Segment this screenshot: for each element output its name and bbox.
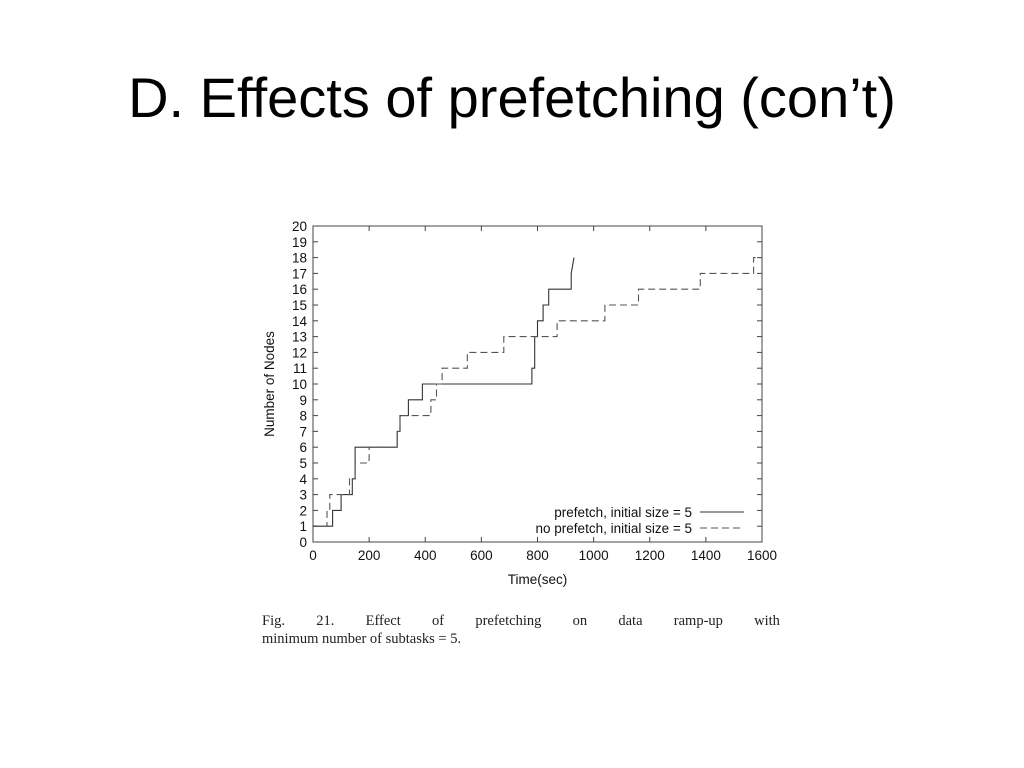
y-tick-label: 6 [299,440,307,455]
x-ticks: 0 200 400 600 800 1000 1200 1400 1600 [309,226,777,563]
caption-word: with [754,613,780,629]
y-tick-label: 11 [293,361,307,376]
caption-word: data [618,613,643,629]
x-tick-label: 600 [470,548,493,563]
caption-word: Effect [365,613,401,629]
x-tick-label: 1000 [579,548,609,563]
y-tick-label: 9 [299,393,307,408]
y-tick-label: 10 [292,377,307,392]
y-tick-label: 7 [299,424,307,439]
y-tick-label: 19 [292,235,307,250]
caption-word: prefetching [475,613,542,629]
x-tick-label: 1600 [747,548,777,563]
series-line-prefetch [313,257,575,527]
y-tick-label: 13 [292,330,307,345]
y-axis-label: Number of Nodes [262,331,277,437]
slide-title: D. Effects of prefetching (con’t) [128,66,896,129]
y-tick-label: 14 [292,314,308,329]
y-tick-label: 17 [292,266,307,281]
caption-word: Fig. [262,613,285,629]
caption-line-2: minimum number of subtasks = 5. [262,631,462,647]
caption-word: of [432,613,445,629]
plot-area-border [312,225,763,543]
x-tick-label: 1200 [635,548,665,563]
y-tick-label: 5 [299,456,307,471]
legend: prefetch, initial size = 5no prefetch, i… [536,505,744,536]
y-tick-label: 16 [292,282,307,297]
x-tick-label: 200 [358,548,381,563]
y-tick-label: 8 [299,409,307,424]
x-tick-label: 0 [309,548,317,563]
x-tick-label: 800 [526,548,549,563]
y-tick-label: 18 [292,251,307,266]
y-tick-label: 0 [299,535,307,550]
caption-line-1: Fig. 21. Effect of prefetching on data ramp-up w… [262,612,780,630]
y-tick-label: 20 [292,219,307,234]
caption-word: ramp-up [673,613,723,629]
series-line-no-prefetch [324,257,762,527]
x-tick-label: 1400 [691,548,721,563]
y-tick-label: 2 [299,503,307,518]
legend-label: no prefetch, initial size = 5 [536,521,692,536]
y-tick-label: 4 [299,472,307,487]
plot-frame [312,225,763,543]
y-tick-label: 3 [299,488,307,503]
figure-caption: Fig. 21. Effect of prefetching on data ramp-up w… [262,612,780,648]
caption-word: on [572,613,588,629]
x-tick-label: 400 [414,548,437,563]
legend-label: prefetch, initial size = 5 [554,505,692,520]
y-tick-label: 1 [299,519,307,534]
x-axis-label: Time(sec) [508,572,568,587]
caption-word: 21. [316,613,335,629]
y-tick-label: 12 [292,345,307,360]
y-tick-label: 15 [292,298,307,313]
series-lines [313,257,762,527]
